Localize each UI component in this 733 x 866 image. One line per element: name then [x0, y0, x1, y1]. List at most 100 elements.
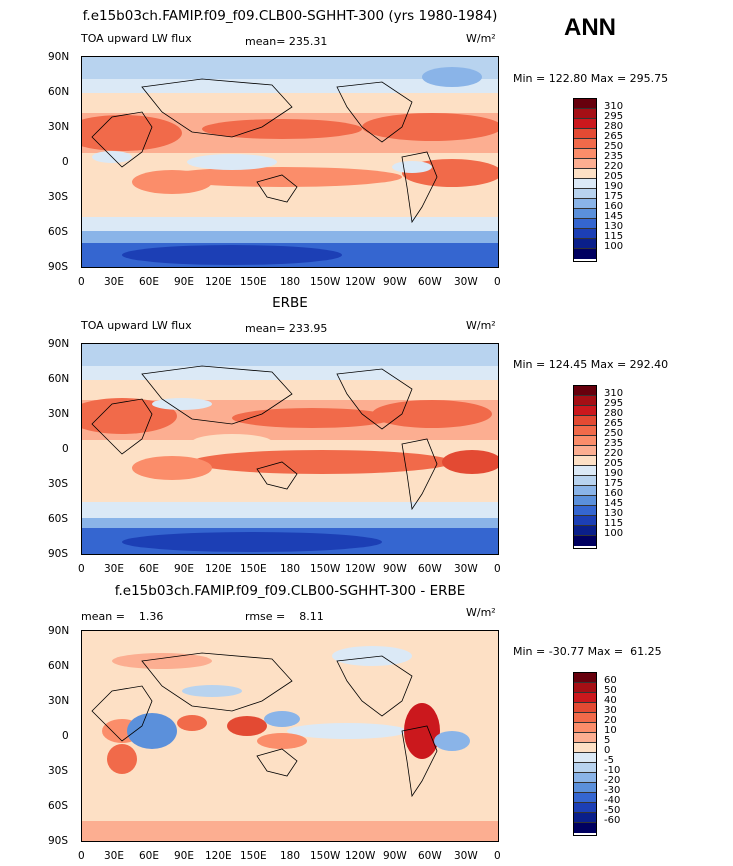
colorbar-label: 145	[604, 498, 624, 509]
panel3-map	[81, 630, 499, 842]
season-label: ANN	[564, 14, 616, 41]
colorbar-label: -60	[604, 815, 621, 826]
lat-tick: 90N	[48, 338, 70, 350]
lon-tick: 0	[494, 563, 501, 575]
colorbar-label: 130	[604, 508, 624, 519]
lat-tick: 60S	[48, 226, 69, 238]
panel3-units-label: W/m²	[466, 606, 496, 619]
colorbar-cell	[574, 229, 596, 239]
colorbar-cell	[574, 693, 596, 703]
panel1-minmax: Min = 122.80 Max = 295.75	[513, 72, 669, 85]
lon-tick: 0	[494, 850, 501, 862]
colorbar-label: -30	[604, 785, 621, 796]
lat-tick: 0	[62, 443, 69, 455]
colorbar-label: 295	[604, 111, 624, 122]
lon-tick: 0	[78, 276, 85, 288]
colorbar-cell	[574, 476, 596, 486]
lon-tick: 150E	[240, 850, 267, 862]
colorbar-label: 265	[604, 418, 624, 429]
lon-tick: 150W	[310, 563, 341, 575]
colorbar-cell	[574, 466, 596, 476]
lon-tick: 120W	[345, 563, 376, 575]
panel3-rmse-label: rmse = 8.11	[245, 610, 324, 623]
lat-tick: 60N	[48, 660, 70, 672]
lon-tick: 60E	[139, 850, 159, 862]
colorbar-cell	[574, 486, 596, 496]
panel2-units-label: W/m²	[466, 319, 496, 332]
colorbar-cell	[574, 219, 596, 229]
lon-tick: 120W	[345, 850, 376, 862]
colorbar-label: 160	[604, 488, 624, 499]
colorbar-label: -10	[604, 765, 621, 776]
panel1-variable-label: TOA upward LW flux	[81, 32, 192, 45]
colorbar-label: 220	[604, 161, 624, 172]
colorbar-cell	[574, 526, 596, 536]
lon-tick: 60W	[418, 276, 442, 288]
lat-tick: 60S	[48, 800, 69, 812]
colorbar-label: 175	[604, 191, 624, 202]
colorbar-label: 145	[604, 211, 624, 222]
lat-tick: 30N	[48, 695, 70, 707]
panel2-variable-label: TOA upward LW flux	[81, 319, 192, 332]
lon-tick: 90W	[383, 563, 407, 575]
lat-tick: 30N	[48, 408, 70, 420]
panel2-colorbar	[573, 385, 597, 549]
colorbar-label: -50	[604, 805, 621, 816]
lon-tick: 90W	[383, 850, 407, 862]
colorbar-cell	[574, 683, 596, 693]
colorbar-cell	[574, 239, 596, 249]
colorbar-cell	[574, 506, 596, 516]
panel2-title: ERBE	[272, 295, 308, 311]
colorbar-cell	[574, 813, 596, 823]
colorbar-label: 280	[604, 408, 624, 419]
colorbar-cell	[574, 159, 596, 169]
panel3-mean-label: mean = 1.36	[81, 610, 164, 623]
lat-tick: 90S	[48, 548, 69, 560]
colorbar-cell	[574, 723, 596, 733]
lat-tick: 90N	[48, 625, 70, 637]
colorbar-label: 280	[604, 121, 624, 132]
lon-tick: 30E	[104, 850, 124, 862]
colorbar-cell	[574, 703, 596, 713]
lon-tick: 150W	[310, 276, 341, 288]
colorbar-cell	[574, 733, 596, 743]
lat-tick: 60S	[48, 513, 69, 525]
lat-tick: 30S	[48, 765, 69, 777]
colorbar-cell	[574, 426, 596, 436]
colorbar-cell	[574, 249, 596, 259]
colorbar-label: 190	[604, 181, 624, 192]
colorbar-cell	[574, 763, 596, 773]
colorbar-label: 235	[604, 438, 624, 449]
panel2-mean-label: mean= 233.95	[245, 322, 328, 335]
colorbar-cell	[574, 209, 596, 219]
panel3-minmax: Min = -30.77 Max = 61.25	[513, 645, 662, 658]
colorbar-cell	[574, 456, 596, 466]
colorbar-cell	[574, 129, 596, 139]
lon-tick: 30W	[454, 276, 478, 288]
colorbar-cell	[574, 673, 596, 683]
lon-tick: 0	[78, 563, 85, 575]
colorbar-label: 115	[604, 518, 624, 529]
colorbar-cell	[574, 139, 596, 149]
panel1-colorbar	[573, 98, 597, 262]
colorbar-label: 5	[604, 735, 611, 746]
colorbar-label: 190	[604, 468, 624, 479]
lat-tick: 60N	[48, 373, 70, 385]
panel3-colorbar	[573, 672, 597, 836]
lon-tick: 60W	[418, 563, 442, 575]
colorbar-label: 115	[604, 231, 624, 242]
panel1-units-label: W/m²	[466, 32, 496, 45]
lat-tick: 30N	[48, 121, 70, 133]
colorbar-label: 205	[604, 458, 624, 469]
colorbar-cell	[574, 179, 596, 189]
colorbar-label: 0	[604, 745, 611, 756]
lon-tick: 0	[494, 276, 501, 288]
lon-tick: 90W	[383, 276, 407, 288]
lon-tick: 30W	[454, 850, 478, 862]
lon-tick: 120E	[205, 850, 232, 862]
colorbar-cell	[574, 496, 596, 506]
colorbar-cell	[574, 99, 596, 109]
panel1-mean-label: mean= 235.31	[245, 35, 328, 48]
colorbar-cell	[574, 199, 596, 209]
lon-tick: 150W	[310, 850, 341, 862]
